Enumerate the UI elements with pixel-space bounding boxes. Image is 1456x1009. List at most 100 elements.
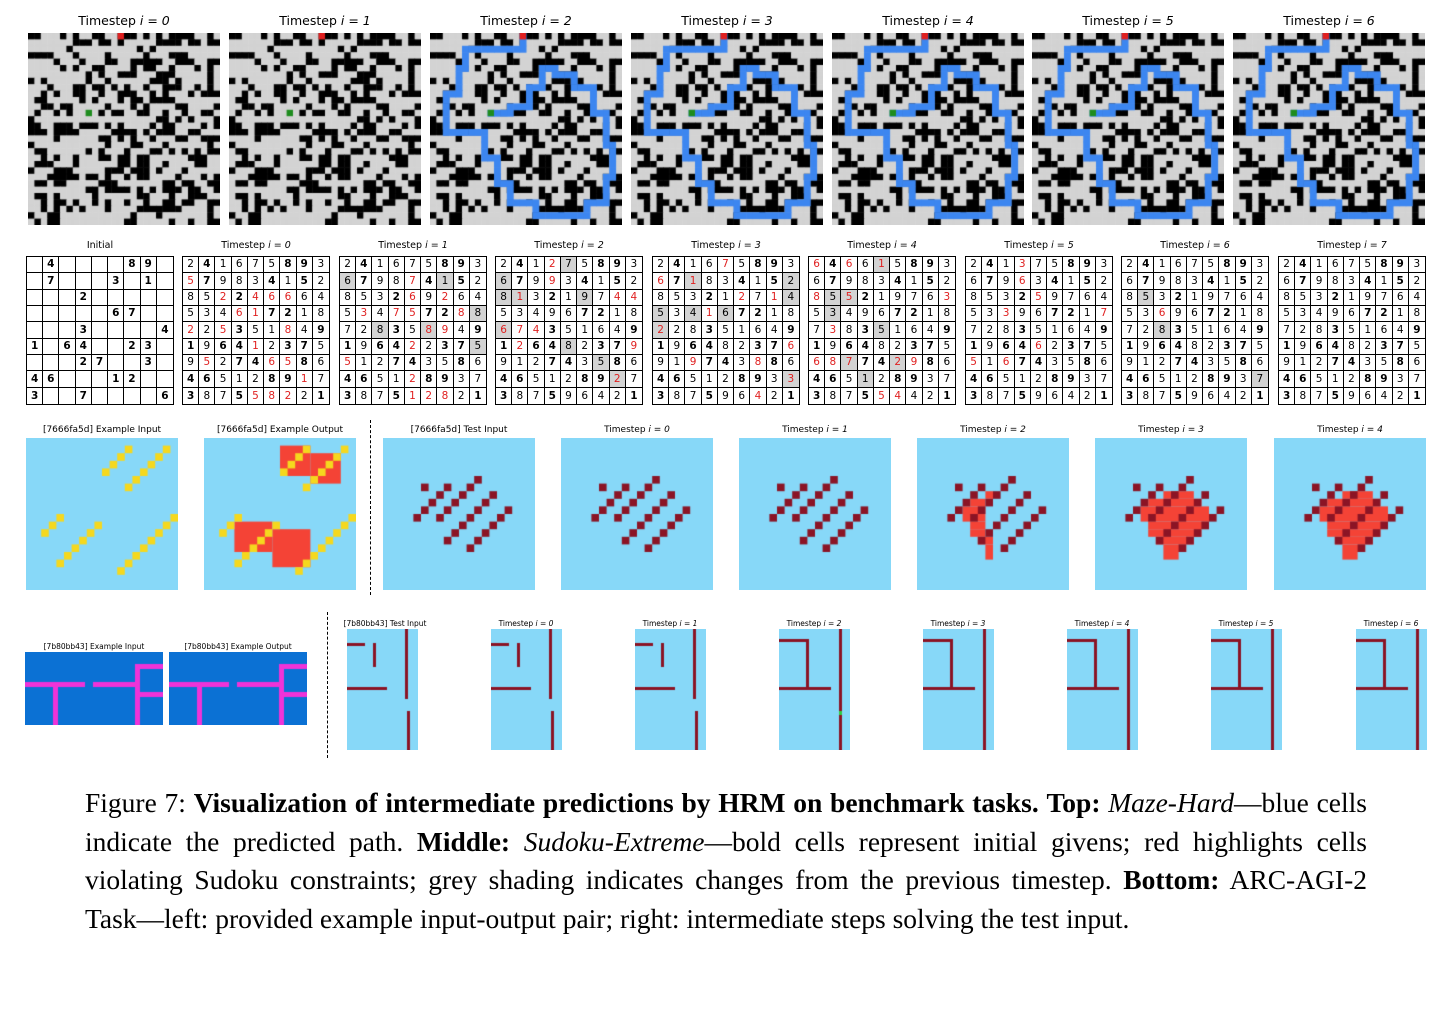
sudoku-cell: 5 — [404, 306, 422, 323]
sudoku-cell: 7 — [264, 306, 281, 323]
sudoku-cell: 2 — [469, 273, 486, 290]
label-index: i = 4 — [939, 13, 974, 28]
sudoku-cell: 1 — [512, 355, 529, 372]
sudoku-cell: 8 — [1376, 257, 1393, 274]
sudoku-cell: 9 — [496, 355, 513, 372]
sudoku-cell: 6 — [108, 306, 125, 323]
sudoku-cell: 1 — [280, 273, 297, 290]
sudoku-cell: 3 — [1063, 338, 1080, 355]
sudoku-cell: 9 — [183, 355, 200, 372]
sudoku-cell: 7 — [1219, 289, 1236, 306]
sudoku-title-7: Timestep i = 6 — [1117, 240, 1273, 251]
sudoku-cell: 5 — [766, 273, 783, 290]
sudoku-cell: 7 — [1408, 371, 1425, 388]
label-index: i = 0 — [645, 425, 670, 435]
sudoku-cell: 4 — [528, 306, 545, 323]
sudoku-cell: 5 — [1295, 289, 1312, 306]
sudoku-cell: 2 — [734, 289, 751, 306]
sudoku-cell: 1 — [215, 257, 232, 274]
sudoku-cell: 4 — [453, 322, 470, 339]
sudoku-cell: 8 — [1295, 387, 1312, 404]
sudoku-cell: 2 — [560, 371, 578, 388]
sudoku-cell — [91, 322, 109, 339]
sudoku-cell: 9 — [544, 273, 561, 290]
sudoku-cell: 3 — [1408, 257, 1425, 274]
sudoku-cell: 3 — [1014, 257, 1031, 274]
sudoku-cell: 6 — [922, 289, 939, 306]
arc2-step-6 — [1356, 629, 1427, 750]
sudoku-cell: 1 — [372, 257, 389, 274]
sudoku-cell: 5 — [841, 371, 858, 388]
sudoku-cell: 8 — [496, 289, 513, 306]
sudoku-cell: 5 — [340, 355, 357, 372]
sudoku-cell: 4 — [404, 355, 422, 372]
sudoku-cell: 3 — [1251, 257, 1268, 274]
sudoku-cell — [156, 355, 173, 372]
sudoku-cell: 7 — [685, 387, 702, 404]
sudoku-cell: 9 — [625, 339, 642, 355]
sudoku-cell: 4 — [890, 273, 907, 290]
label-word: Timestep — [480, 13, 538, 28]
sudoku-cell: 6 — [512, 371, 529, 388]
sudoku-cell: 1 — [1203, 322, 1220, 339]
sudoku-cell: 3 — [966, 387, 983, 404]
label-word: Timestep — [1004, 240, 1049, 251]
sudoku-cell: 2 — [124, 338, 141, 355]
sudoku-cell: 7 — [1170, 355, 1187, 372]
sudoku-cell: 1 — [609, 306, 626, 323]
sudoku-cell: 5 — [1138, 289, 1155, 306]
sudoku-cell: 8 — [825, 355, 842, 372]
sudoku-cell: 2 — [1063, 306, 1080, 323]
sudoku-cell: 3 — [544, 322, 561, 339]
sudoku-cell: 9 — [1170, 306, 1187, 323]
sudoku-cell — [91, 289, 109, 306]
label-word: Timestep — [378, 240, 423, 251]
sudoku-cell: 3 — [782, 257, 799, 274]
caption-top-desc: —blue cells indicate the predicted path. — [85, 787, 1367, 857]
sudoku-cell: 7 — [766, 338, 783, 355]
sudoku-cell: 2 — [404, 338, 422, 355]
sudoku-cell: 9 — [577, 289, 594, 306]
sudoku-cell: 6 — [296, 289, 313, 306]
sudoku-cell: 1 — [873, 257, 891, 274]
arc2-step-2 — [779, 629, 850, 750]
label-word: Timestep — [960, 425, 1002, 435]
sudoku-cell: 4 — [156, 322, 173, 339]
sudoku-cell — [140, 322, 157, 339]
sudoku-cell: 2 — [701, 289, 718, 306]
sudoku-cell — [91, 371, 109, 388]
sudoku-cell: 4 — [43, 257, 60, 274]
sudoku-cell: 2 — [297, 387, 313, 404]
sudoku-cell: 2 — [1095, 273, 1112, 290]
label-index: i = 2 — [537, 13, 572, 28]
sudoku-cell: 1 — [982, 355, 999, 372]
sudoku-cell — [108, 322, 125, 339]
sudoku-cell: 1 — [231, 371, 248, 388]
sudoku-cell — [156, 371, 173, 388]
arc2-step-title-4: Timestep i = 4 — [1047, 619, 1157, 628]
sudoku-cell: 6 — [1186, 306, 1204, 323]
sudoku-cell: 4 — [873, 355, 891, 372]
sudoku-cell: 6 — [1343, 306, 1361, 323]
sudoku-cell: 9 — [890, 289, 907, 306]
sudoku-cell — [27, 273, 44, 290]
sudoku-cell: 4 — [717, 355, 735, 372]
sudoku-cell: 1 — [247, 306, 265, 323]
sudoku-cell: 2 — [1170, 289, 1187, 306]
sudoku-cell: 2 — [312, 273, 329, 290]
sudoku-cell: 2 — [1154, 355, 1171, 372]
sudoku-title-3: Timestep i = 2 — [491, 240, 647, 251]
sudoku-cell: 9 — [609, 257, 626, 274]
sudoku-cell: 6 — [231, 306, 248, 323]
sudoku-cell: 9 — [199, 338, 216, 355]
sudoku-cell: 4 — [231, 338, 248, 355]
sudoku-cell: 8 — [782, 306, 799, 323]
sudoku-cell: 7 — [544, 355, 561, 372]
sudoku-cell: 8 — [717, 338, 735, 355]
sudoku-cell: 1 — [437, 273, 454, 290]
sudoku-cell: 9 — [437, 322, 454, 339]
sudoku-title-1: Timestep i = 0 — [178, 240, 334, 251]
sudoku-cell: 4 — [264, 273, 281, 290]
sudoku-cell: 4 — [609, 289, 626, 306]
